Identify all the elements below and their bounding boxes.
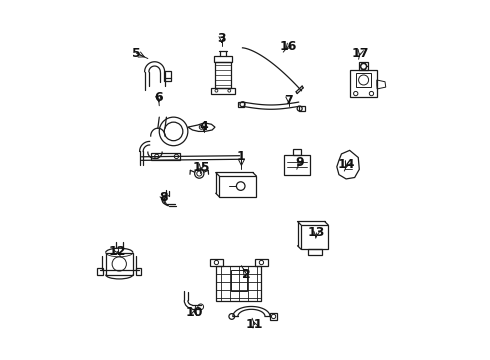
Text: 10: 10 [186,306,203,319]
Bar [284,155,310,175]
Text: 4: 4 [199,120,208,133]
Bar [238,102,245,107]
Bar [211,88,235,94]
Bar [301,225,328,249]
Text: 2: 2 [243,268,251,281]
Text: 7: 7 [284,94,293,107]
Bar [293,149,301,155]
Bar [270,313,277,320]
Text: 12: 12 [109,245,126,258]
Bar [356,73,371,87]
Text: 14: 14 [338,158,356,171]
Bar [217,266,262,301]
Bar [255,259,268,266]
Text: 9: 9 [295,156,304,169]
Bar [136,267,142,275]
Bar [106,252,133,275]
Bar [164,71,171,81]
Text: 13: 13 [308,226,325,239]
Text: 11: 11 [246,318,264,331]
Bar [220,176,256,197]
Bar [231,270,247,291]
Bar [214,57,232,62]
Bar [298,106,305,111]
Bar [215,62,231,88]
Bar [97,267,103,275]
Bar [151,153,180,160]
Text: 5: 5 [132,47,141,60]
Bar [359,63,368,70]
Text: 15: 15 [193,161,210,174]
Bar [350,70,377,97]
Bar [210,259,223,266]
Bar [308,249,322,255]
Text: 16: 16 [280,40,297,53]
Text: 17: 17 [351,47,369,60]
Text: 8: 8 [159,192,168,204]
Text: 1: 1 [237,150,246,163]
Text: 6: 6 [154,91,163,104]
Text: 3: 3 [218,32,226,45]
